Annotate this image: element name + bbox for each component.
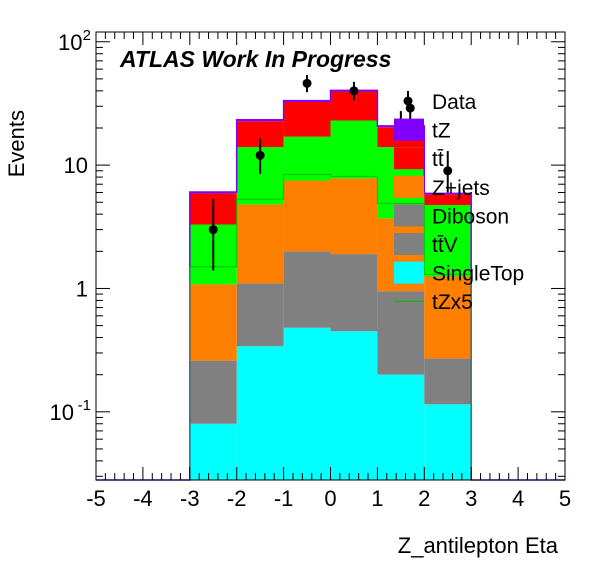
y-axis-label: Events xyxy=(4,110,29,177)
legend-label: Z+jets xyxy=(432,177,490,200)
data-point-3 xyxy=(349,86,359,96)
bar-4-bin-2 xyxy=(283,136,331,181)
bar-3-bin-2 xyxy=(283,180,331,252)
bar-5-bin-5 xyxy=(424,194,472,205)
y-tick-label: -110 xyxy=(50,397,91,425)
legend-entry-2: tt̄ xyxy=(394,147,444,171)
x-tick-label: -3 xyxy=(180,486,200,511)
y-tick-label: 10 xyxy=(64,153,88,178)
bar-5-bin-2 xyxy=(283,101,331,137)
legend-swatch xyxy=(394,118,424,141)
bar-0-bin-1 xyxy=(236,346,284,480)
signal-tzx5-line xyxy=(189,173,472,480)
y-tick-label: 1 xyxy=(76,276,88,301)
y-tick-exponent: -1 xyxy=(78,397,91,414)
data-point-1 xyxy=(255,150,265,160)
x-axis-ticks: -5 -4 -3 -2 -1 0 1 2 3 4 5 xyxy=(86,32,571,511)
bar-3-bin-3 xyxy=(330,178,378,255)
x-tick-label: 1 xyxy=(371,486,383,511)
legend-entry-1: tZ xyxy=(394,118,451,143)
stack-outline xyxy=(96,89,565,481)
legend-swatch xyxy=(394,147,424,170)
y-tick-base: 10 xyxy=(50,400,74,425)
x-tick-label: -4 xyxy=(133,486,153,511)
x-tick-label: 4 xyxy=(512,486,524,511)
bar-1-bin-4 xyxy=(377,291,425,375)
x-axis-label: Z_antilepton Eta xyxy=(398,533,559,558)
bar-1-bin-5 xyxy=(424,358,472,405)
data-point-0 xyxy=(208,225,218,235)
bar-4-bin-3 xyxy=(330,120,378,179)
legend-swatch xyxy=(394,175,424,198)
bar-3-bin-1 xyxy=(236,204,284,284)
legend-swatch xyxy=(394,261,424,284)
x-tick-label: 2 xyxy=(418,486,430,511)
data-point-6 xyxy=(443,166,453,176)
bar-1-bin-1 xyxy=(236,283,284,347)
legend-swatch xyxy=(394,233,424,255)
legend-entry-3: Z+jets xyxy=(394,175,490,200)
atlas-label: ATLAS Work In Progress xyxy=(119,46,391,72)
bar-0-bin-5 xyxy=(424,404,472,480)
bar-1-bin-2 xyxy=(283,251,331,328)
legend-swatch xyxy=(394,204,424,227)
bar-0-bin-2 xyxy=(283,327,331,480)
legend-entry-7: tZx5 xyxy=(394,291,473,314)
y-tick-base: 1 xyxy=(76,276,88,301)
bar-0-bin-0 xyxy=(189,423,237,480)
bar-1-bin-0 xyxy=(189,360,237,424)
legend-entry-4: Diboson xyxy=(394,204,509,228)
legend-marker-data-dot xyxy=(403,96,413,106)
x-tick-label: -1 xyxy=(274,486,294,511)
legend-label: tt̄ xyxy=(432,148,444,171)
legend-label: tZ xyxy=(432,120,451,143)
legend-label: tt̄V xyxy=(432,234,458,257)
bar-1-bin-3 xyxy=(330,254,378,332)
x-tick-label: -2 xyxy=(227,486,247,511)
bar-0-bin-4 xyxy=(377,374,425,480)
data-point-2 xyxy=(302,78,312,88)
bar-3-bin-0 xyxy=(189,284,237,361)
signal-line xyxy=(189,173,472,480)
legend-label: Data xyxy=(432,91,477,114)
y-tick-label: 210 xyxy=(58,27,91,55)
legend-label: Diboson xyxy=(432,205,509,228)
legend-entry-0: Data xyxy=(403,91,477,114)
x-tick-label: 5 xyxy=(559,486,571,511)
x-tick-label: -5 xyxy=(86,486,106,511)
y-tick-exponent: 2 xyxy=(83,27,91,44)
y-tick-base: 10 xyxy=(58,30,82,55)
bar-0-bin-3 xyxy=(330,331,378,480)
legend-label: tZx5 xyxy=(432,291,473,314)
legend-label: SingleTop xyxy=(432,263,524,286)
x-tick-label: 0 xyxy=(324,486,336,511)
stacked-bars xyxy=(96,89,565,481)
y-tick-base: 10 xyxy=(64,153,88,178)
bar-3-bin-5 xyxy=(424,276,472,359)
legend-entry-6: SingleTop xyxy=(394,261,524,286)
bar-4-bin-5 xyxy=(424,204,472,277)
legend-entry-5: tt̄V xyxy=(394,233,458,257)
x-tick-label: 3 xyxy=(465,486,477,511)
legend: Data tZ tt̄ Z+jets Diboson tt̄V SingleTop tZx5 xyxy=(394,91,524,314)
